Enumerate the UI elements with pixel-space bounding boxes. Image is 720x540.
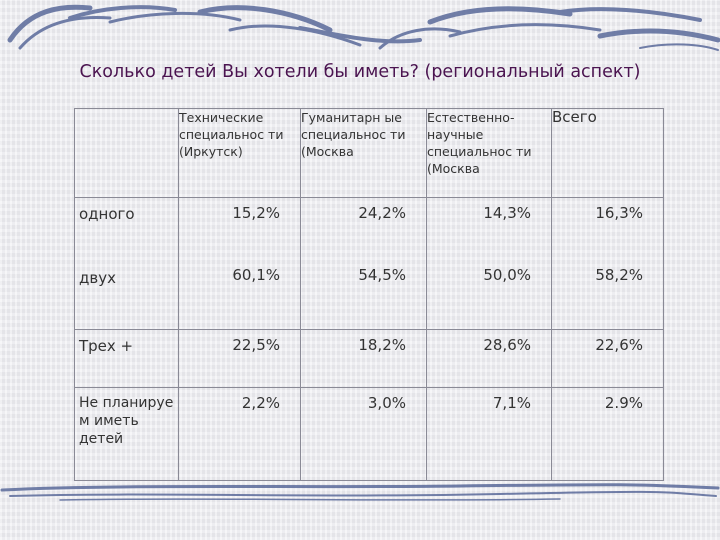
value-three-humanities: 18,2%	[358, 336, 406, 354]
row-label-three-plus: Трех +	[79, 337, 134, 355]
table-row: одного двух 15,2% 60,1% 24,2% 54,5% 14,3…	[74, 197, 664, 330]
value-three-natural: 28,6%	[483, 336, 531, 354]
value-none-natural: 7,1%	[492, 394, 531, 412]
slide-title: Сколько детей Вы хотели бы иметь? (регио…	[79, 62, 641, 82]
header-empty-cell	[74, 108, 179, 198]
row-label-no-children: Не планируе м иметь детей	[79, 395, 174, 447]
row-label-cell: одного двух	[74, 197, 179, 330]
value-none-humanities: 3,0%	[367, 394, 406, 412]
table-row: Не планируе м иметь детей 2,2% 3,0% 7,1%…	[74, 387, 664, 481]
table-header-row: Технические специальнос ти (Иркутск) Гум…	[74, 108, 664, 198]
row-label-one: одного	[79, 205, 135, 223]
value-cell: 28,6%	[426, 329, 552, 388]
header-technical: Технические специальнос ти (Иркутск)	[178, 108, 301, 198]
value-one-humanities: 24,2%	[358, 204, 406, 222]
value-cell: 22,5%	[178, 329, 301, 388]
survey-table: Технические специальнос ти (Иркутск) Гум…	[74, 108, 664, 481]
decorative-brush-strokes-bottom	[0, 483, 720, 501]
header-humanities: Гуманитарн ые специальнос ти (Москва	[300, 108, 427, 198]
value-two-total: 58,2%	[595, 266, 643, 284]
value-cell: 22,6%	[551, 329, 664, 388]
value-none-total: 2.9%	[604, 394, 643, 412]
value-none-technical: 2,2%	[241, 394, 280, 412]
row-label-cell: Трех +	[74, 329, 179, 388]
value-three-technical: 22,5%	[232, 336, 280, 354]
value-cell: 3,0%	[300, 387, 427, 481]
value-three-total: 22,6%	[595, 336, 643, 354]
value-cell: 14,3% 50,0%	[426, 197, 552, 330]
value-cell: 24,2% 54,5%	[300, 197, 427, 330]
value-two-natural: 50,0%	[483, 266, 531, 284]
table-row: Трех + 22,5% 18,2% 28,6% 22,6%	[74, 329, 664, 388]
value-cell: 18,2%	[300, 329, 427, 388]
header-natural-sciences: Естественно- научные специальнос ти (Мос…	[426, 108, 552, 198]
value-two-humanities: 54,5%	[358, 266, 406, 284]
row-label-two: двух	[79, 269, 116, 287]
value-cell: 2.9%	[551, 387, 664, 481]
header-total: Всего	[551, 108, 664, 198]
value-two-technical: 60,1%	[232, 266, 280, 284]
value-cell: 7,1%	[426, 387, 552, 481]
row-label-cell: Не планируе м иметь детей	[74, 387, 179, 481]
value-one-technical: 15,2%	[232, 204, 280, 222]
value-one-natural: 14,3%	[483, 204, 531, 222]
decorative-brush-strokes-top	[7, 4, 720, 51]
value-cell: 16,3% 58,2%	[551, 197, 664, 330]
value-cell: 2,2%	[178, 387, 301, 481]
value-one-total: 16,3%	[595, 204, 643, 222]
value-cell: 15,2% 60,1%	[178, 197, 301, 330]
